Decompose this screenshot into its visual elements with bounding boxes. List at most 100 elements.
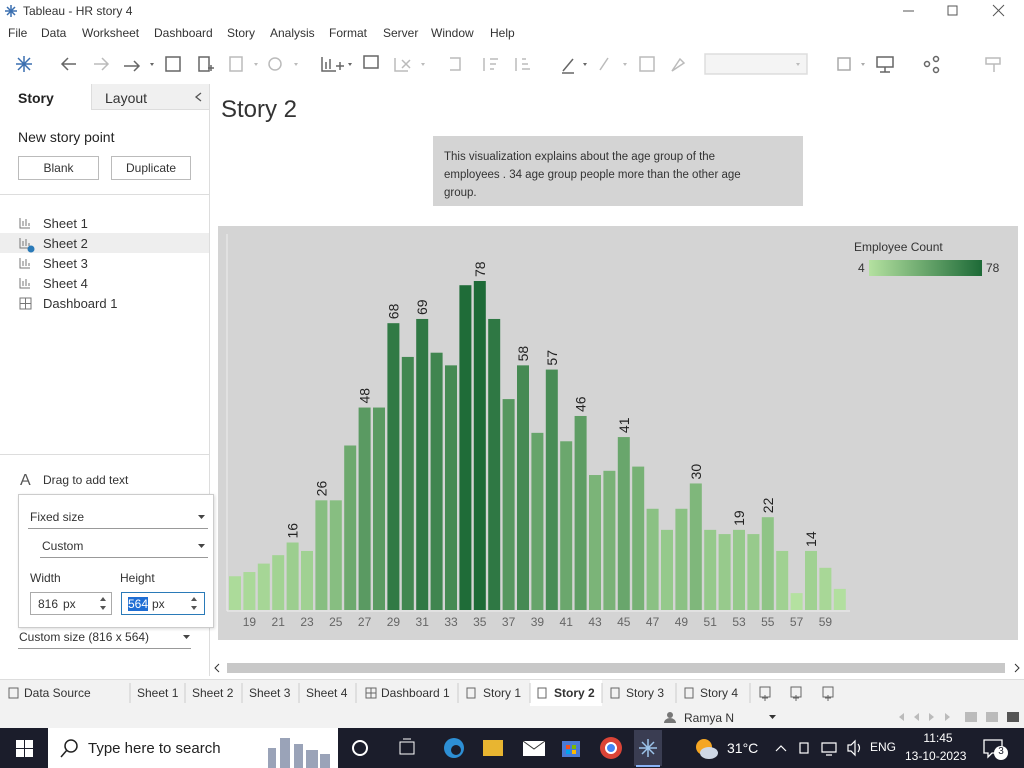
presentation-icon[interactable] (876, 56, 894, 73)
pause-icon[interactable] (229, 56, 243, 72)
tab[interactable]: Sheet 1 (137, 686, 179, 700)
menu-item[interactable]: Server (383, 26, 419, 40)
layout-tab[interactable]: Layout (105, 90, 148, 106)
bar (243, 572, 256, 610)
weather-icon (696, 739, 718, 759)
new-datasource-icon[interactable] (198, 56, 214, 72)
bar (819, 567, 832, 610)
bar (646, 508, 659, 610)
menu-item[interactable]: Format (329, 26, 368, 40)
scroll-arrows[interactable] (213, 663, 1024, 673)
data-label: 19 (731, 510, 747, 526)
save-icon[interactable] (165, 56, 181, 72)
dropdown-arrows (150, 63, 865, 66)
weather-temp[interactable]: 31°C (727, 740, 759, 756)
text-icon[interactable] (639, 56, 655, 72)
height-unit: px (152, 597, 165, 611)
size-summary[interactable]: Custom size (816 x 564) (19, 630, 150, 644)
x-tick-label: 37 (502, 615, 516, 629)
language[interactable]: ENG (870, 740, 897, 754)
tableau-icon[interactable] (16, 56, 32, 72)
menu-item[interactable]: File (8, 26, 28, 40)
format-icon[interactable] (985, 57, 1001, 72)
data-label: 46 (573, 396, 589, 412)
duplicate-icon[interactable] (363, 55, 379, 69)
redo-icon[interactable] (94, 57, 110, 71)
bar (517, 365, 529, 610)
sort-desc-icon[interactable] (515, 58, 530, 71)
width-input[interactable]: 816 px (30, 592, 112, 615)
menu-item[interactable]: Dashboard (154, 26, 213, 40)
share-icon[interactable] (923, 55, 940, 74)
user-name[interactable]: Ramya N (684, 711, 735, 725)
show-me-icon[interactable] (837, 57, 851, 71)
bar (733, 529, 745, 610)
pin-icon[interactable] (671, 57, 686, 72)
undo-icon[interactable] (60, 57, 76, 71)
data-label: 16 (285, 523, 301, 539)
new-sheet-icon[interactable] (321, 57, 344, 72)
menu-item[interactable]: Worksheet (82, 26, 140, 40)
tab[interactable]: Story 1 (483, 686, 522, 700)
text-object-icon: A (20, 472, 31, 489)
tray-icons[interactable] (772, 738, 864, 758)
start-button[interactable] (16, 740, 33, 757)
window-controls[interactable] (895, 0, 1024, 22)
tab[interactable]: Sheet 4 (306, 686, 348, 700)
dropdown-underline (18, 648, 191, 649)
collapse-icon[interactable] (193, 91, 205, 103)
tab[interactable]: Sheet 2 (192, 686, 234, 700)
tab[interactable]: Sheet 3 (249, 686, 291, 700)
menu-item[interactable]: Window (431, 26, 474, 40)
nav-controls[interactable] (890, 710, 1020, 724)
scroll-thumb[interactable] (227, 663, 1005, 673)
replay-icon[interactable] (124, 60, 141, 72)
clock-date[interactable]: 13-10-2023 (905, 749, 967, 763)
x-tick-label: 57 (790, 615, 804, 629)
bar (401, 356, 414, 610)
menu-item[interactable]: Data (41, 26, 67, 40)
drag-text-label[interactable]: Drag to add text (43, 473, 129, 487)
height-label: Height (120, 571, 155, 585)
sort-asc-icon[interactable] (483, 58, 498, 71)
clock-time[interactable]: 11:45 (923, 731, 953, 745)
data-label: 26 (313, 481, 329, 497)
notification-icon[interactable] (983, 738, 1009, 760)
menu-item[interactable]: Story (227, 26, 256, 40)
selected-row (0, 233, 209, 253)
taskbar-apps[interactable] (340, 728, 680, 768)
app-icon (5, 5, 17, 17)
sheet-item[interactable]: Sheet 2 (43, 236, 88, 251)
x-tick-label: 47 (646, 615, 660, 629)
sheet-item[interactable]: Dashboard 1 (43, 296, 118, 311)
fit-dropdown[interactable] (704, 53, 808, 75)
story-tab[interactable]: Story (18, 90, 54, 106)
tab[interactable]: Data Source (24, 686, 91, 700)
tab[interactable]: Story 3 (626, 686, 665, 700)
caption-box[interactable]: This visualization explains about the ag… (433, 136, 803, 206)
highlight-icon[interactable] (562, 58, 574, 74)
bar (689, 483, 702, 610)
spinners[interactable] (98, 594, 213, 614)
attach-icon[interactable] (599, 57, 609, 71)
sheet-item[interactable]: Sheet 1 (43, 216, 88, 231)
scrollbar[interactable] (210, 660, 1024, 676)
active-tab-bg (530, 680, 602, 706)
sheet-item[interactable]: Sheet 4 (43, 276, 88, 291)
clear-icon[interactable] (394, 58, 411, 72)
tab[interactable]: Story 4 (700, 686, 739, 700)
menu-item[interactable]: Help (490, 26, 515, 40)
x-tick-label: 19 (243, 615, 257, 629)
duplicate-button[interactable]: Duplicate (111, 156, 191, 180)
blank-button[interactable]: Blank (18, 156, 99, 180)
height-input[interactable]: 564 px (121, 592, 205, 615)
size-mode[interactable]: Fixed size (30, 510, 85, 524)
refresh-icon[interactable] (268, 57, 282, 71)
swap-icon[interactable] (450, 57, 461, 71)
size-preset[interactable]: Custom (42, 539, 84, 553)
bar (675, 508, 688, 610)
menu-item[interactable]: Analysis (270, 26, 315, 40)
sheet-item[interactable]: Sheet 3 (43, 256, 88, 271)
tab-active[interactable]: Story 2 (554, 686, 595, 700)
tab[interactable]: Dashboard 1 (381, 686, 450, 700)
